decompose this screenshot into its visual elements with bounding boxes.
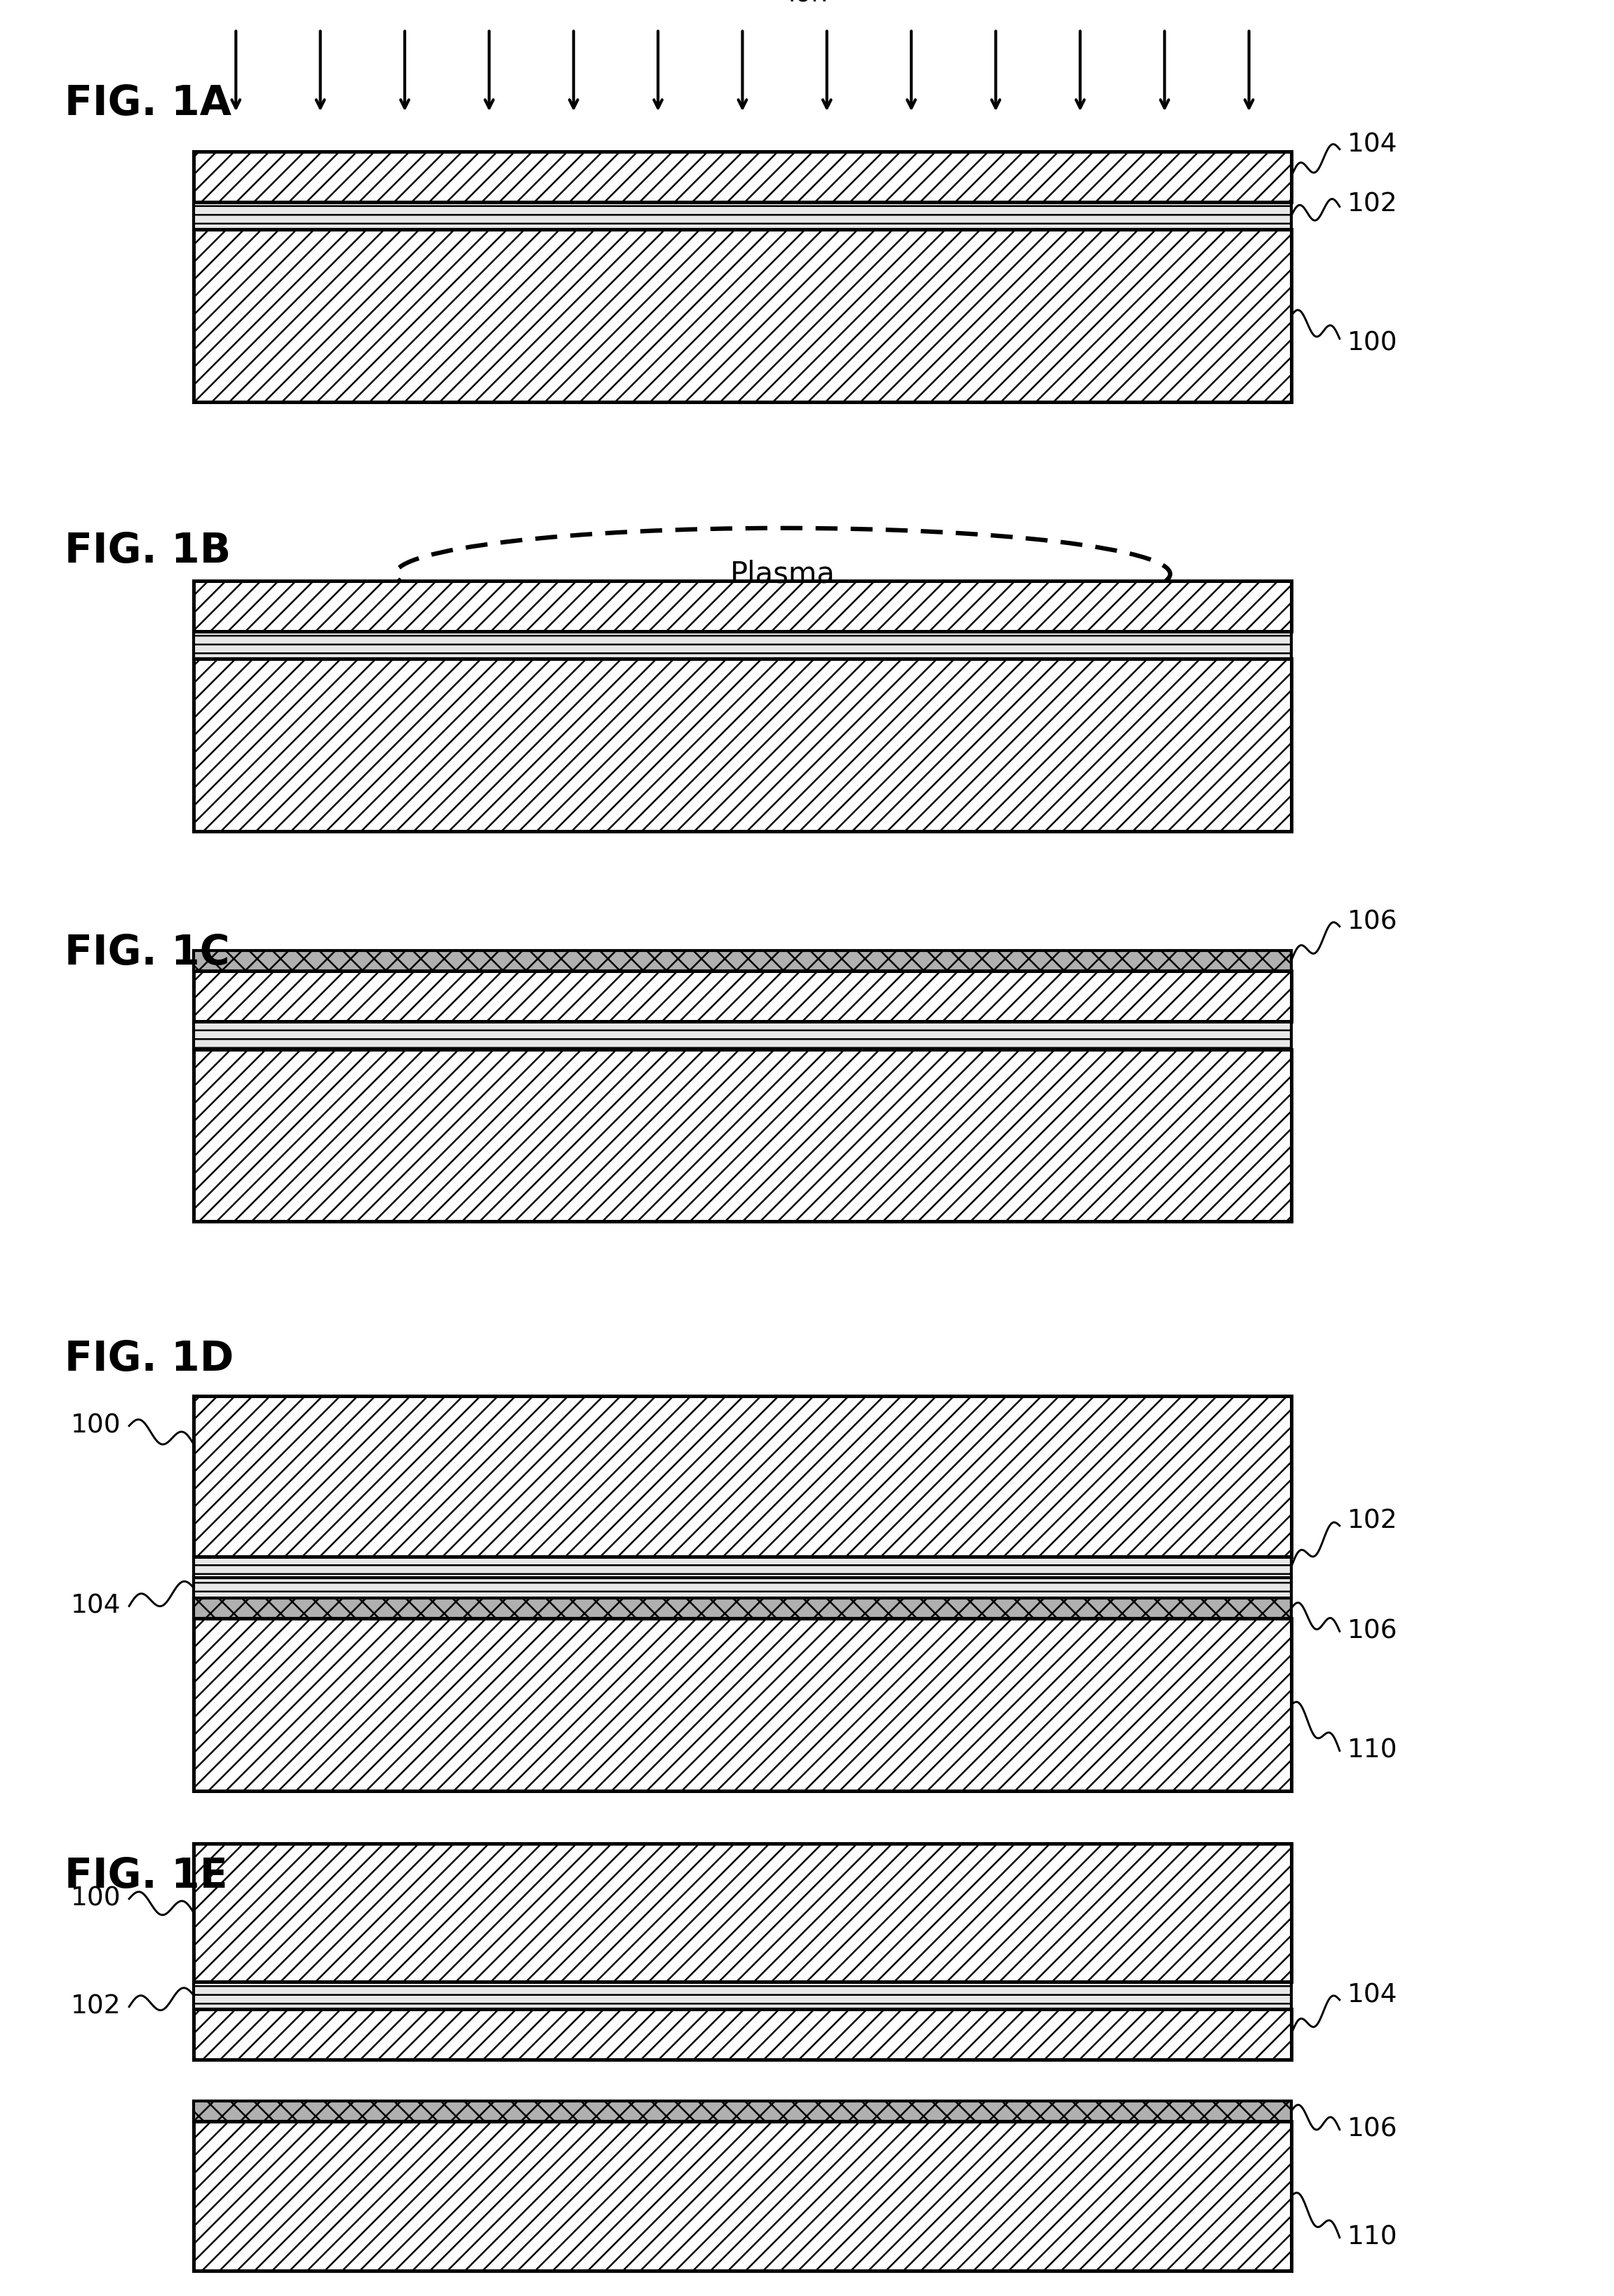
Bar	[194, 1396, 1291, 1557]
Text: 110: 110	[1348, 1738, 1398, 1763]
Bar	[194, 1557, 1291, 1577]
Text: 102: 102	[71, 1995, 121, 2018]
Bar	[194, 202, 1291, 230]
Text: 104: 104	[1348, 133, 1398, 156]
Text: FIG. 1A: FIG. 1A	[65, 83, 231, 124]
Bar	[194, 1619, 1291, 1791]
Text: 102: 102	[1348, 193, 1398, 216]
Bar	[194, 2009, 1291, 2060]
Text: 110: 110	[1348, 2225, 1398, 2250]
Text: FIG. 1D: FIG. 1D	[65, 1339, 234, 1380]
Text: FIG. 1E: FIG. 1E	[65, 1855, 228, 1896]
Bar	[194, 1022, 1291, 1049]
Text: FIG. 1B: FIG. 1B	[65, 530, 231, 572]
Bar	[194, 659, 1291, 831]
Text: 100: 100	[71, 1887, 121, 1910]
Bar	[194, 230, 1291, 402]
Bar	[194, 2101, 1291, 2122]
Bar	[194, 581, 1291, 631]
Text: Plasma: Plasma	[730, 560, 836, 588]
Bar	[194, 1844, 1291, 1981]
Bar	[194, 1598, 1291, 1619]
Bar	[194, 1577, 1291, 1598]
Bar	[194, 152, 1291, 202]
Text: 106: 106	[1348, 1619, 1398, 1644]
Bar	[194, 1049, 1291, 1221]
Text: 100: 100	[71, 1414, 121, 1437]
Text: FIG. 1C: FIG. 1C	[65, 932, 229, 974]
Text: 100: 100	[1348, 331, 1398, 356]
Ellipse shape	[395, 528, 1170, 620]
Bar	[194, 1981, 1291, 2009]
Text: 104: 104	[71, 1593, 121, 1619]
Text: ion: ion	[788, 0, 828, 7]
Bar	[194, 951, 1291, 971]
Bar	[194, 631, 1291, 659]
Text: 104: 104	[1348, 1984, 1398, 2007]
Text: 102: 102	[1348, 1508, 1398, 1534]
Bar	[194, 2122, 1291, 2271]
Bar	[194, 971, 1291, 1022]
Text: 106: 106	[1348, 2117, 1398, 2142]
Text: 106: 106	[1348, 909, 1398, 934]
